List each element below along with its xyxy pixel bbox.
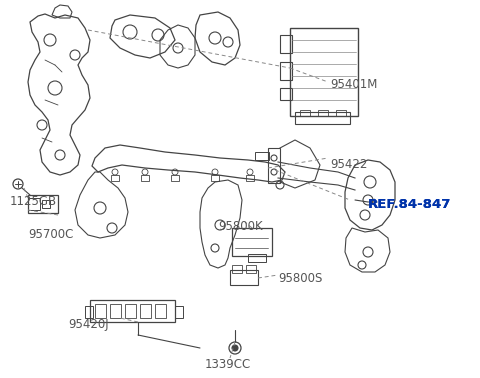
Bar	[290, 28, 358, 116]
Text: 1339CC: 1339CC	[205, 358, 251, 371]
Bar	[28, 195, 58, 213]
Bar	[295, 112, 350, 124]
Text: 95700C: 95700C	[28, 228, 73, 241]
Text: 1125GB: 1125GB	[10, 195, 57, 208]
Bar	[268, 148, 280, 183]
Bar	[246, 265, 256, 273]
Bar	[90, 300, 175, 322]
Bar	[336, 110, 346, 116]
Bar	[95, 304, 106, 318]
Bar	[232, 265, 242, 273]
Bar	[248, 254, 266, 262]
Bar	[42, 200, 50, 208]
Bar	[300, 110, 310, 116]
Text: 95800K: 95800K	[218, 220, 263, 233]
Bar	[246, 175, 254, 181]
Bar	[280, 35, 292, 53]
Circle shape	[232, 345, 238, 351]
Text: REF.84-847: REF.84-847	[368, 198, 451, 211]
Text: 95422: 95422	[330, 158, 367, 171]
Bar	[110, 304, 121, 318]
Text: REF.84-847: REF.84-847	[368, 198, 451, 211]
Text: 95401M: 95401M	[330, 78, 377, 91]
Bar	[140, 304, 151, 318]
Text: 95800S: 95800S	[278, 272, 323, 285]
Bar	[171, 175, 179, 181]
Text: 95420J: 95420J	[68, 318, 108, 331]
Bar	[280, 88, 292, 100]
Bar	[211, 175, 219, 181]
Bar	[125, 304, 136, 318]
Bar	[230, 270, 258, 285]
Bar	[155, 304, 166, 318]
Bar	[232, 228, 272, 256]
Bar	[280, 62, 292, 80]
Bar	[141, 175, 149, 181]
Bar	[28, 198, 40, 210]
Bar	[111, 175, 119, 181]
Bar	[255, 152, 269, 160]
Bar	[318, 110, 328, 116]
Bar	[175, 306, 183, 318]
Bar	[85, 306, 93, 318]
